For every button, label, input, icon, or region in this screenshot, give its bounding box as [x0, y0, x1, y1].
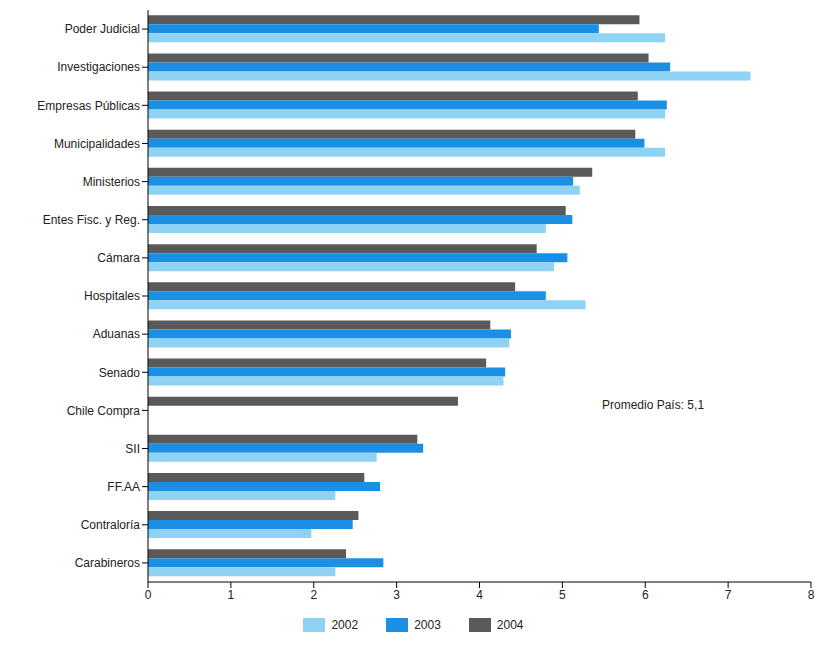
svg-text:Aduanas: Aduanas — [93, 327, 140, 341]
svg-text:Cámara: Cámara — [97, 251, 140, 265]
svg-text:Municipalidades: Municipalidades — [54, 137, 140, 151]
svg-text:Empresas Públicas: Empresas Públicas — [37, 99, 140, 113]
svg-text:SII: SII — [125, 442, 140, 456]
svg-text:Poder Judicial: Poder Judicial — [65, 22, 140, 36]
svg-text:4: 4 — [476, 588, 483, 602]
html-text:2003: 2003 — [414, 618, 441, 632]
svg-text:7: 7 — [725, 588, 732, 602]
svg-text:6: 6 — [642, 588, 649, 602]
svg-text:FF.AA: FF.AA — [107, 480, 140, 494]
html-text:2004: 2004 — [496, 618, 524, 632]
svg-text:Investigaciones: Investigaciones — [57, 60, 140, 74]
svg-text:5: 5 — [559, 588, 566, 602]
svg-text:3: 3 — [393, 588, 400, 602]
svg-text:8: 8 — [808, 588, 815, 602]
svg-text:0: 0 — [145, 588, 152, 602]
svg-text:Carabineros: Carabineros — [75, 556, 140, 570]
svg-text:Hospitales: Hospitales — [84, 289, 140, 303]
html-text:2002: 2002 — [331, 618, 359, 632]
svg-text:Chile Compra: Chile Compra — [67, 404, 141, 418]
html-text:Promedio País: 5,1: Promedio País: 5,1 — [602, 398, 705, 412]
svg-text:2: 2 — [310, 588, 317, 602]
svg-text:Entes Fisc. y Reg.: Entes Fisc. y Reg. — [43, 213, 140, 227]
svg-text:Senado: Senado — [99, 366, 141, 380]
svg-text:Contraloría: Contraloría — [81, 518, 141, 532]
svg-text:Ministerios: Ministerios — [83, 175, 140, 189]
svg-text:1: 1 — [228, 588, 235, 602]
